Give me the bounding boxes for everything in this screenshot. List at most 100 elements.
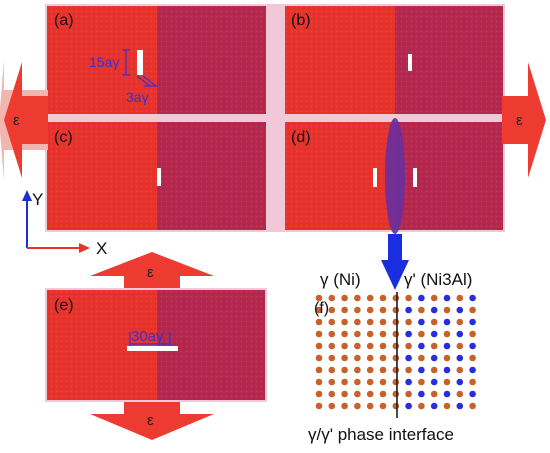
ni-atom	[379, 354, 387, 362]
gamma-phase-label: γ (Ni)	[320, 270, 361, 289]
ni-atom	[366, 306, 374, 314]
ni-atom	[341, 378, 348, 386]
al-atom	[443, 342, 451, 350]
ni-atom	[341, 354, 348, 362]
ni-atom	[315, 354, 323, 362]
ni-atom	[418, 306, 425, 314]
ni-atom	[328, 366, 336, 374]
ni-atom	[392, 318, 400, 326]
ni-atom	[354, 390, 361, 398]
al-atom	[418, 294, 425, 302]
panel-label-a: (a)	[54, 12, 74, 29]
crack-width-label: 3aγ	[126, 89, 149, 105]
crack-c	[157, 168, 161, 186]
ni-atom	[366, 330, 374, 338]
ni-atom	[469, 354, 476, 362]
ni-atom	[469, 378, 476, 386]
ni-atom	[392, 378, 400, 386]
strain-label-left: ε	[13, 112, 20, 129]
ni-atom	[456, 294, 464, 302]
al-atom	[456, 402, 464, 410]
ni-atom	[366, 402, 374, 410]
crack-b	[408, 54, 412, 71]
strain-arrow-bottom: ε	[90, 402, 214, 440]
phase-interface-label: γ/γ' phase interface	[308, 425, 454, 444]
crack-height-annotation: 15aγ	[89, 49, 130, 76]
ni-atom	[418, 354, 425, 362]
panel-e-group: ε 30aγ (e) ε	[45, 252, 267, 440]
ni-atom	[405, 342, 412, 350]
ni-atom	[328, 330, 336, 338]
crack-d-right	[413, 168, 417, 187]
al-atom	[430, 378, 438, 386]
al-atom	[430, 330, 438, 338]
ni-atom	[392, 402, 400, 410]
ni-atom	[366, 354, 374, 362]
ni-atom	[328, 318, 336, 326]
crack-e	[127, 346, 178, 351]
ni-atom	[392, 330, 400, 338]
ni-atom	[315, 294, 323, 302]
panel-d: (d)	[285, 118, 503, 234]
strain-label-bottom: ε	[147, 412, 154, 429]
ni-atom	[354, 330, 361, 338]
ni-atom	[430, 294, 438, 302]
ni-atom	[443, 306, 451, 314]
al-atom	[456, 354, 464, 362]
ni-atom	[354, 306, 361, 314]
ni-atom	[379, 402, 387, 410]
ni-atom	[379, 306, 387, 314]
panel-c: (c)	[47, 122, 266, 230]
ni-atom	[328, 378, 336, 386]
ni-atom	[418, 402, 425, 410]
al-atom	[456, 378, 464, 386]
al-atom	[405, 330, 412, 338]
ni-atom	[405, 390, 412, 398]
ni-atom	[430, 390, 438, 398]
ni-atom	[315, 342, 323, 350]
crack-length-label: 30aγ	[131, 328, 164, 345]
ni-atom	[469, 306, 476, 314]
ni-atom	[341, 294, 348, 302]
ni-atom	[392, 294, 400, 302]
gamma-prime-phase-label: γ' (Ni3Al)	[404, 270, 472, 289]
al-atom	[443, 366, 451, 374]
ni-atom	[354, 402, 361, 410]
ni-atom	[328, 354, 336, 362]
ni-atom	[405, 318, 412, 326]
ni-atom	[315, 378, 323, 386]
al-atom	[418, 390, 425, 398]
ni-atom	[315, 366, 323, 374]
speckle-c	[47, 122, 266, 230]
strain-arrow-top: ε	[90, 252, 214, 288]
speckle-a	[47, 6, 266, 114]
ni-atom	[328, 390, 336, 398]
panel-label-d: (d)	[291, 129, 311, 146]
panel-a: (a) 15aγ 3aγ	[47, 6, 266, 114]
crack-d-left	[373, 168, 377, 187]
ni-atom	[341, 390, 348, 398]
ni-atom	[366, 378, 374, 386]
ni-atom	[443, 378, 451, 386]
al-atom	[430, 306, 438, 314]
ni-atom	[366, 318, 374, 326]
crack-width-annotation: 3aγ	[126, 75, 158, 105]
ni-atom	[430, 366, 438, 374]
ni-atom	[456, 318, 464, 326]
ni-atom	[379, 342, 387, 350]
x-axis-label: X	[96, 239, 107, 258]
panel-b: (b)	[285, 6, 503, 114]
ni-atom	[405, 294, 412, 302]
al-atom	[469, 366, 476, 374]
ni-atom	[315, 318, 323, 326]
ni-atom	[366, 342, 374, 350]
al-atom	[469, 390, 476, 398]
ni-atom	[392, 354, 400, 362]
ni-atom	[341, 318, 348, 326]
ni-atom	[456, 366, 464, 374]
panel-label-f: (f)	[314, 300, 329, 317]
y-axis-arrowhead	[22, 190, 32, 201]
ni-atom	[430, 342, 438, 350]
ni-atom	[341, 402, 348, 410]
